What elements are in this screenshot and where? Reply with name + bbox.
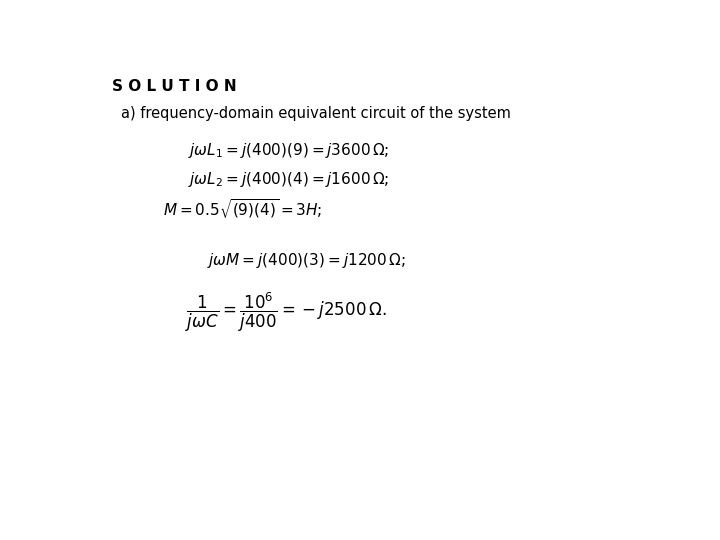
Text: $j\omega L_1 = j(400)(9)= j3600\,\Omega;$: $j\omega L_1 = j(400)(9)= j3600\,\Omega;… — [188, 140, 389, 159]
Text: $\dfrac{1}{j\omega C} = \dfrac{10^6}{j400} = -j2500\,\Omega.$: $\dfrac{1}{j\omega C} = \dfrac{10^6}{j40… — [185, 291, 387, 334]
Text: a) frequency-domain equivalent circuit of the system: a) frequency-domain equivalent circuit o… — [121, 106, 510, 122]
Text: S O L U T I O N: S O L U T I O N — [112, 79, 237, 94]
Text: $j\omega M = j(400)(3)= j1200\,\Omega;$: $j\omega M = j(400)(3)= j1200\,\Omega;$ — [207, 251, 406, 269]
Text: $j\omega L_2 = j(400)(4)= j1600\,\Omega;$: $j\omega L_2 = j(400)(4)= j1600\,\Omega;… — [188, 170, 389, 188]
Text: $M = 0.5\sqrt{(9)(4)}= 3H;$: $M = 0.5\sqrt{(9)(4)}= 3H;$ — [163, 197, 321, 221]
